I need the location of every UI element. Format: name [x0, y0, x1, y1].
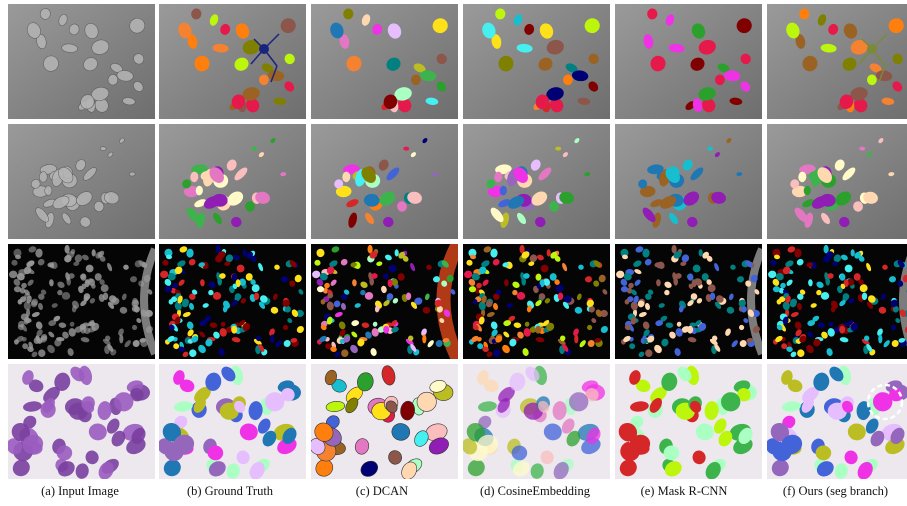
tile-phase-contrast-sparse-input	[8, 4, 155, 119]
tile-histology-he-input	[8, 364, 155, 479]
tile-fluorescence-nuclei-input	[8, 244, 155, 359]
tile-histology-he-mask-rcnn	[615, 364, 762, 479]
caption-dcan: (c) DCAN	[355, 484, 409, 498]
caption-ground-truth: (b) Ground Truth	[186, 484, 274, 498]
caption-row: (a) Input Image (b) Ground Truth (c) DCA…	[0, 484, 907, 504]
tile-histology-he-ground-truth	[159, 364, 306, 479]
tile-fluorescence-nuclei-mask-rcnn	[615, 244, 762, 359]
tile-phase-contrast-sparse-mask-rcnn	[615, 4, 762, 119]
tile-fluorescence-nuclei-ours-seg-branch	[767, 244, 907, 359]
tile-phase-contrast-sparse-ground-truth	[159, 4, 306, 119]
tile-phase-contrast-sparse-cosine-embedding	[463, 4, 610, 119]
caption-cosine-embedding: (d) CosineEmbedding	[479, 484, 591, 498]
caption-ours-seg-branch: (f) Ours (seg branch)	[782, 484, 889, 498]
tile-phase-contrast-sparse-ours-seg-branch	[767, 4, 907, 119]
tile-fluorescence-nuclei-ground-truth	[159, 244, 306, 359]
caption-mask-rcnn: (e) Mask R-CNN	[640, 484, 728, 498]
tile-histology-he-dcan	[311, 364, 458, 479]
tile-phase-contrast-cluster-input	[8, 124, 155, 239]
tile-phase-contrast-cluster-ground-truth	[159, 124, 306, 239]
tile-phase-contrast-cluster-mask-rcnn	[615, 124, 762, 239]
tile-fluorescence-nuclei-cosine-embedding	[463, 244, 610, 359]
tile-fluorescence-nuclei-dcan	[311, 244, 458, 359]
figure-grid	[8, 4, 907, 479]
tile-histology-he-cosine-embedding	[463, 364, 610, 479]
caption-input-image: (a) Input Image	[41, 484, 119, 498]
tile-phase-contrast-sparse-dcan	[311, 4, 458, 119]
tile-phase-contrast-cluster-cosine-embedding	[463, 124, 610, 239]
tile-phase-contrast-cluster-ours-seg-branch	[767, 124, 907, 239]
tile-phase-contrast-cluster-dcan	[311, 124, 458, 239]
tile-histology-he-ours-seg-branch	[767, 364, 907, 479]
